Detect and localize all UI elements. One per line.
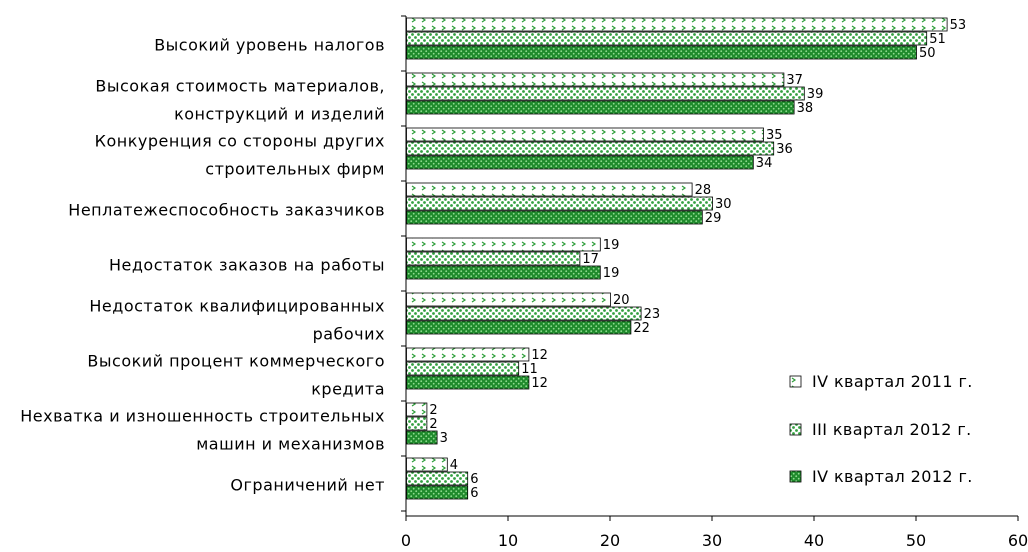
value-label: 50 [919,46,936,61]
legend-label: IV квартал 2011 г. [812,372,973,391]
category-label: машин и механизмов [196,435,385,454]
bar [406,457,448,472]
value-label: 4 [450,458,458,473]
legend-swatch [789,423,802,436]
x-tick-label: 50 [906,531,926,550]
value-label: 38 [797,101,814,116]
value-label: 12 [531,376,548,391]
bar [406,196,713,211]
bar [406,347,530,362]
value-label: 22 [633,321,650,336]
bar [406,375,530,390]
bar [406,471,469,486]
value-label: 39 [807,87,824,102]
bar [406,361,520,376]
bar [406,251,581,266]
value-label: 37 [786,73,803,88]
value-label: 6 [470,486,478,501]
bar [406,86,805,101]
category-label: Нехватка и изношенность строительных [20,407,385,426]
x-tick-label: 60 [1008,531,1028,550]
category-label: конструкций и изделий [174,105,385,124]
value-label: 19 [603,238,620,253]
x-tick-label: 30 [702,531,722,550]
bar [406,210,703,225]
bar [406,265,601,280]
value-label: 53 [950,18,967,33]
bar [406,430,438,445]
bar [406,402,428,417]
category-label: строительных фирм [205,160,385,179]
bar [406,320,632,335]
value-label: 28 [695,183,712,198]
category-label: Конкуренция со стороны других [95,132,385,151]
value-label: 11 [521,362,538,377]
axes: 0 10 20 30 40 50 60 [401,15,1028,550]
x-tick-label: 0 [401,531,411,550]
bar [406,182,693,197]
bar [406,31,928,46]
bar [406,306,642,321]
value-label: 34 [756,156,773,171]
category-label: Неплатежеспособность заказчиков [68,201,385,220]
value-label: 2 [429,403,437,418]
bar [406,141,775,156]
value-label: 12 [531,348,548,363]
bar [406,17,948,32]
category-label: Недостаток квалифицированных [89,297,385,316]
bar [406,292,611,307]
category-label: Высокий процент коммерческого [87,352,385,371]
category-label: кредита [311,380,385,399]
bar [406,127,764,142]
value-label: 29 [705,211,722,226]
legend-label: IV квартал 2012 г. [812,467,973,486]
category-label: Недостаток заказов на работы [109,256,385,275]
bar [406,155,754,170]
value-label: 2 [429,417,437,432]
x-tick-label: 20 [600,531,620,550]
bars: 5337352819201224513936301723112650383429… [406,17,967,501]
category-label: Высокий уровень налогов [154,36,385,55]
bar [406,485,469,500]
bar [406,45,917,60]
legend-label: III квартал 2012 г. [812,420,972,439]
category-label: рабочих [313,325,385,344]
category-labels: Высокий уровень налогов Высокая стоимость… [20,36,385,495]
bar [406,237,601,252]
value-label: 17 [582,252,599,267]
x-tick-label: 40 [804,531,824,550]
value-label: 3 [440,431,448,446]
value-label: 36 [776,142,793,157]
legend: IV квартал 2011 г. III квартал 2012 г. IV … [789,372,973,486]
category-label: Высокая стоимость материалов, [95,77,385,96]
value-label: 20 [613,293,630,308]
bar [406,72,785,87]
value-label: 23 [644,307,661,322]
bar [406,100,795,115]
category-label: Ограничений нет [230,476,385,495]
legend-swatch [789,375,802,388]
value-label: 30 [715,197,732,212]
bar [406,416,428,431]
x-tick-label: 10 [498,531,518,550]
value-label: 35 [766,128,783,143]
value-label: 6 [470,472,478,487]
legend-swatch [789,470,802,483]
value-label: 19 [603,266,620,281]
value-label: 51 [929,32,946,47]
